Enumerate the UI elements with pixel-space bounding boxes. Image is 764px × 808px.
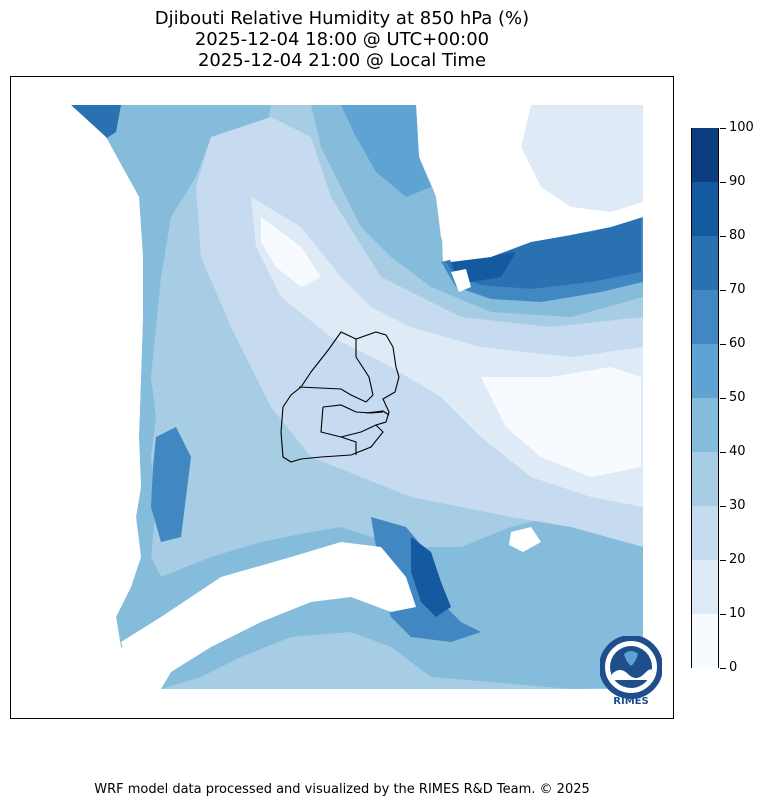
colorbar-tick-label: 50 xyxy=(729,390,746,405)
region-boundary-tadjourah xyxy=(355,339,374,396)
colorbar-tick-label: 70 xyxy=(729,282,746,297)
colorbar-tick-label: 90 xyxy=(729,174,746,189)
colorbar-segment xyxy=(692,398,718,452)
colorbar-tick-label: 20 xyxy=(729,552,746,567)
colorbar-tick xyxy=(720,289,726,291)
masked-area-northeast xyxy=(419,105,643,262)
humidity-map xyxy=(11,77,673,718)
colorbar-tick-label: 30 xyxy=(729,498,746,513)
colorbar-tick xyxy=(720,397,726,399)
colorbar-segment xyxy=(692,344,718,398)
colorbar-segment xyxy=(692,506,718,560)
colorbar-tick-label: 60 xyxy=(729,336,746,351)
map-panel xyxy=(10,76,674,719)
colorbar-segment xyxy=(692,182,718,236)
colorbar-segment xyxy=(692,236,718,290)
djibouti-boundaries xyxy=(280,331,400,463)
logo-globe-icon xyxy=(624,651,638,666)
humidity-field-northwest-high xyxy=(71,105,121,142)
humidity-field-high-1 xyxy=(341,105,431,197)
colorbar-segment xyxy=(692,560,718,614)
colorbar-segment xyxy=(692,128,718,182)
logo-wave-icon xyxy=(612,669,652,680)
title-line-2: 2025-12-04 18:00 @ UTC+00:00 xyxy=(194,29,490,50)
rimes-logo: RIMES xyxy=(600,636,662,706)
region-boundary-south xyxy=(340,424,377,438)
colorbar-tick xyxy=(720,127,726,129)
masked-area-west xyxy=(11,77,161,718)
colorbar-segment xyxy=(692,290,718,344)
masked-area-south xyxy=(121,542,416,689)
humidity-field-northeast-dry xyxy=(521,105,643,217)
masked-area-frame-south xyxy=(11,689,673,718)
colorbar-tick-label: 0 xyxy=(729,660,738,675)
colorbar-tick xyxy=(720,235,726,237)
humidity-field-dry-3 xyxy=(261,217,641,477)
colorbar-tick xyxy=(720,613,726,615)
humidity-field-southwest-high xyxy=(151,427,191,542)
title-line-3: 2025-12-04 21:00 @ Local Time xyxy=(197,50,487,71)
colorbar-segment xyxy=(692,452,718,506)
footer-credit: WRF model data processed and visualized … xyxy=(94,782,590,797)
colorbar xyxy=(691,128,719,668)
title-line-1: Djibouti Relative Humidity at 850 hPa (%… xyxy=(154,8,530,29)
djibouti-city xyxy=(365,410,390,416)
colorbar-segment xyxy=(692,614,718,668)
colorbar-tick-label: 10 xyxy=(729,606,746,621)
colorbar-tick xyxy=(720,505,726,507)
djibouti-outline xyxy=(280,331,400,463)
colorbar-tick-label: 80 xyxy=(729,228,746,243)
colorbar-tick-label: 40 xyxy=(729,444,746,459)
region-boundary-gulf xyxy=(322,404,384,414)
colorbar-tick xyxy=(720,559,726,561)
colorbar-tick xyxy=(720,667,726,669)
colorbar-tick xyxy=(720,343,726,345)
colorbar-tick-label: 100 xyxy=(729,120,754,135)
colorbar-tick xyxy=(720,451,726,453)
region-boundary-north xyxy=(298,386,374,403)
colorbar-tick xyxy=(720,181,726,183)
masked-area-frame-east xyxy=(643,77,673,718)
humidity-field-mid xyxy=(71,105,643,689)
masked-area-frame-north xyxy=(11,77,673,105)
logo-wordmark: RIMES xyxy=(613,696,648,706)
humidity-field-south-peak xyxy=(411,537,451,617)
chart-title: Djibouti Relative Humidity at 850 hPa (%… xyxy=(0,8,684,71)
